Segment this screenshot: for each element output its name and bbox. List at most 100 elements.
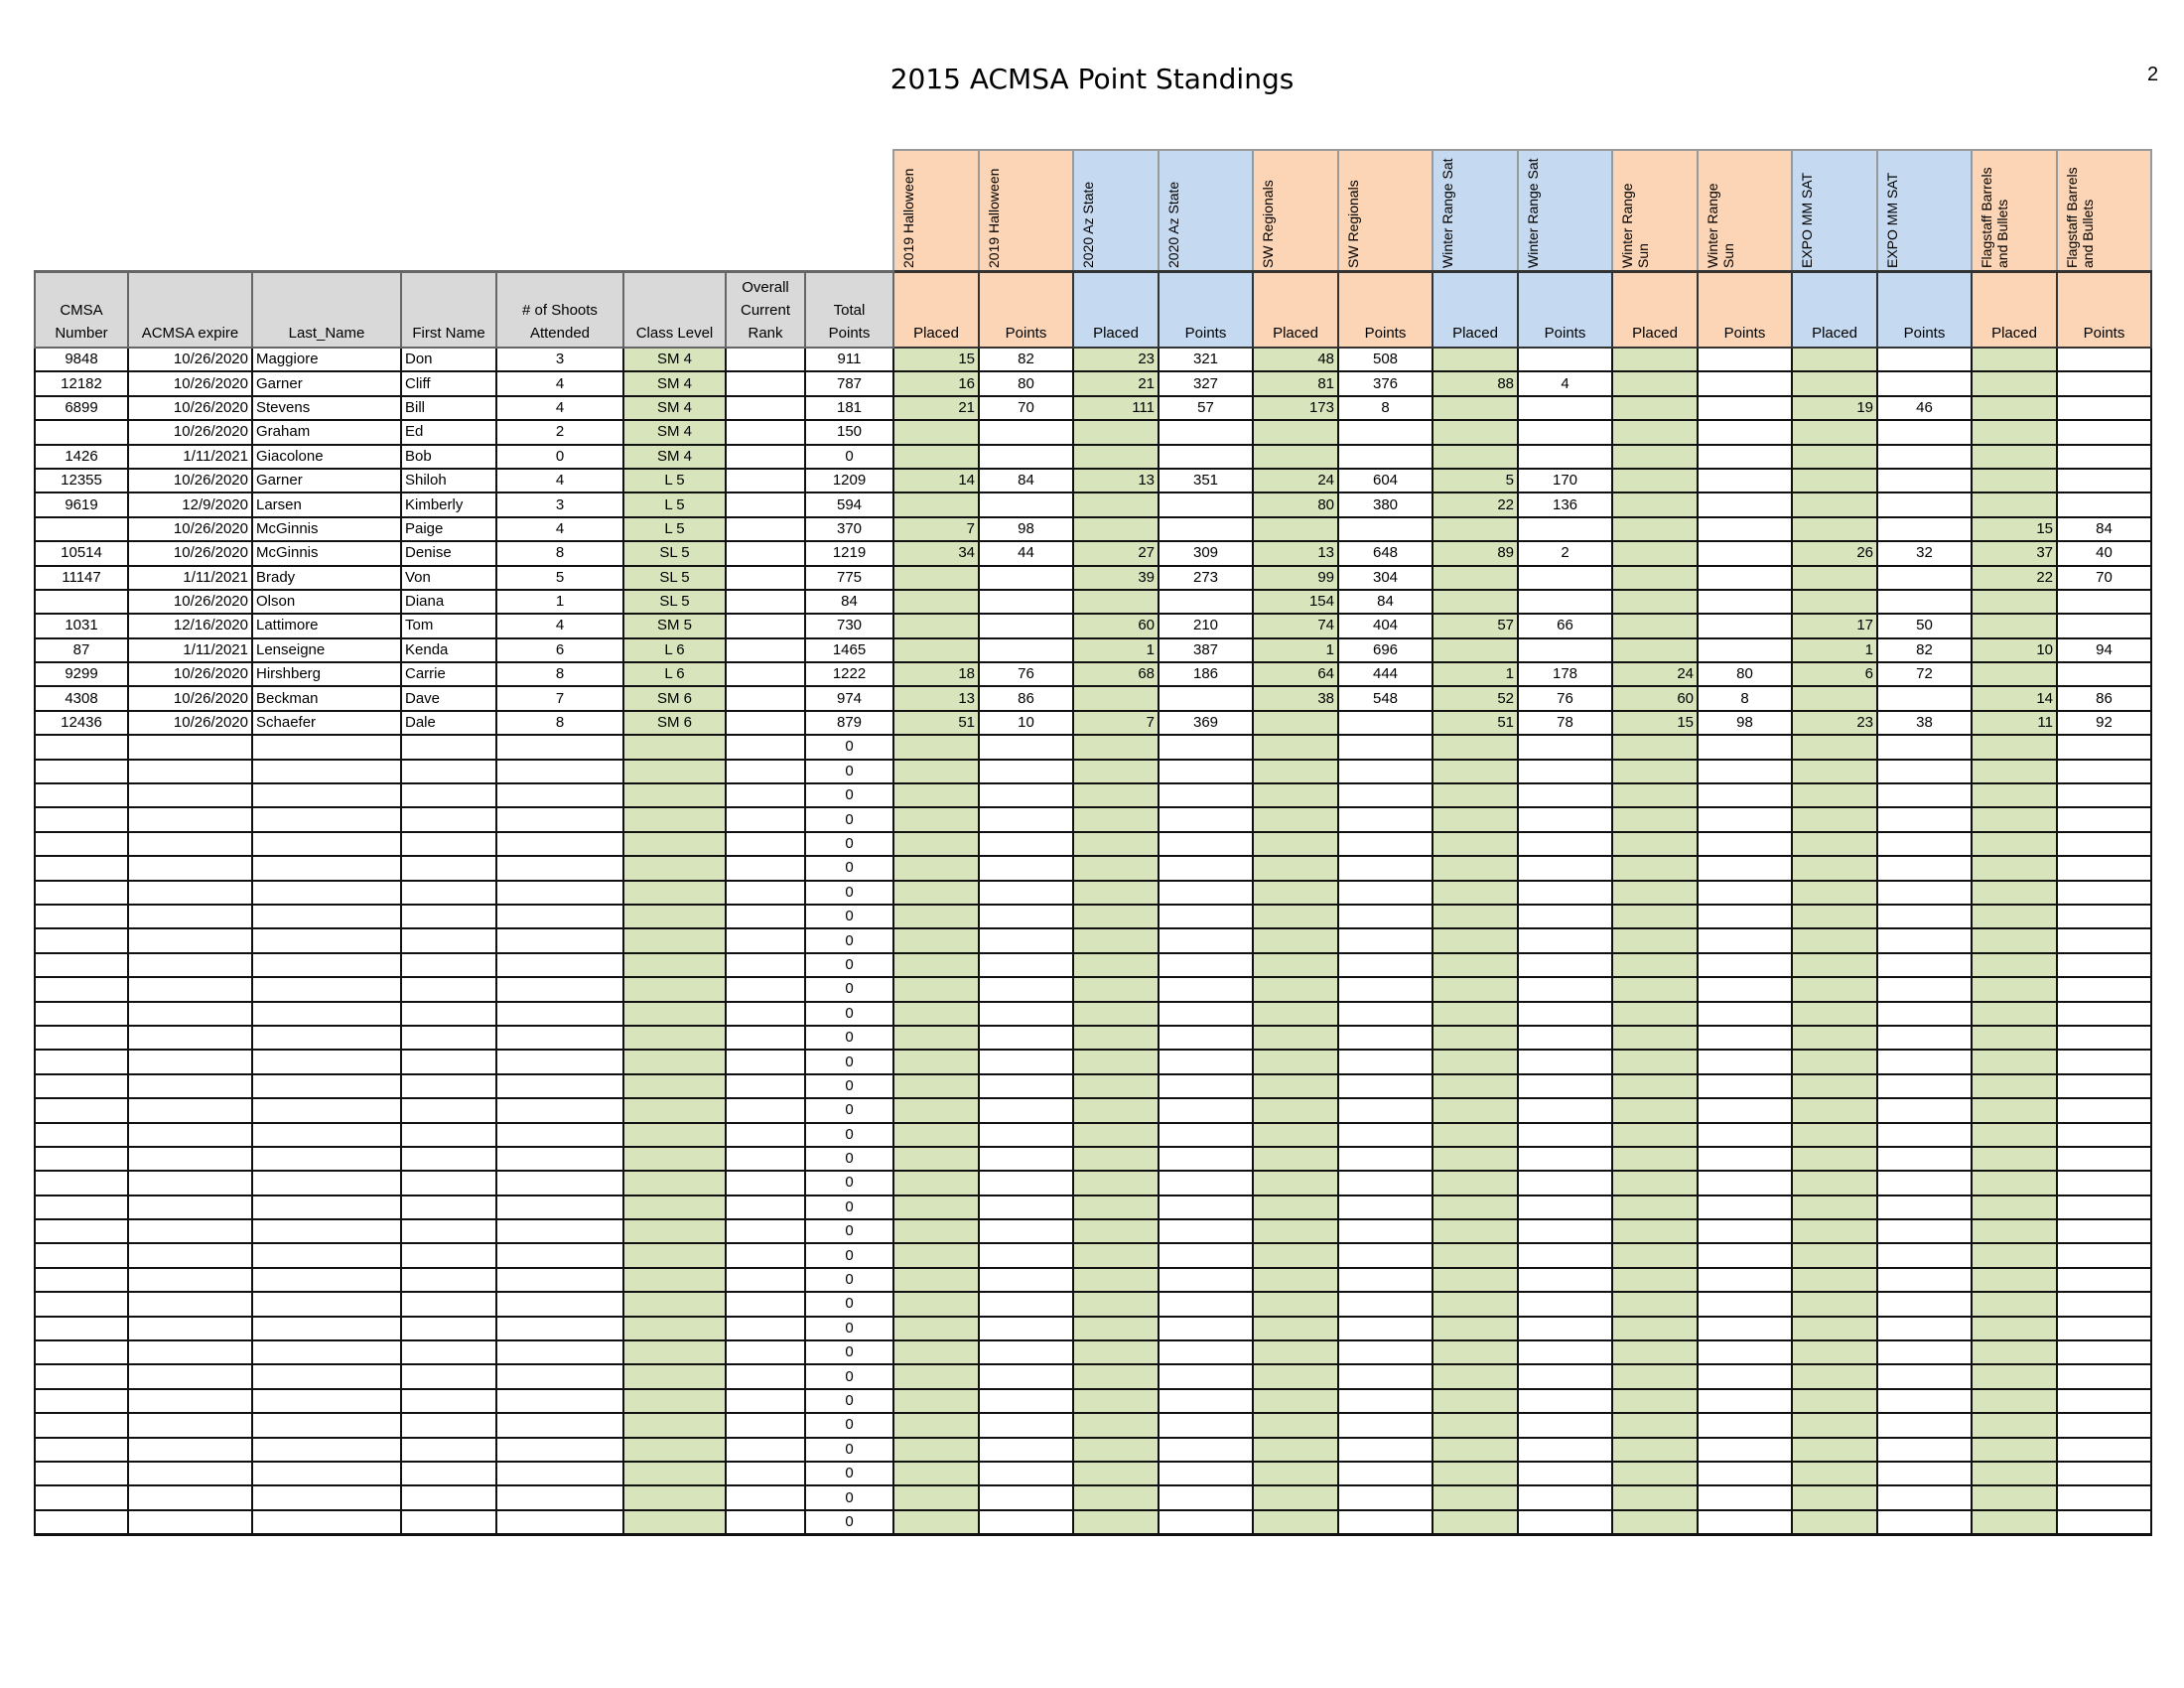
cell-class-level[interactable]: SM 4 [622, 348, 727, 373]
cell-shoots-attended[interactable] [495, 1050, 624, 1075]
cell-placed[interactable] [1432, 880, 1519, 907]
cell-points[interactable]: 80 [978, 371, 1074, 397]
cell-placed[interactable] [1611, 807, 1699, 833]
cell-last-name[interactable] [251, 1122, 402, 1148]
cell-placed[interactable] [1611, 977, 1699, 1003]
cell-points[interactable] [1158, 831, 1254, 858]
cell-placed[interactable] [1791, 516, 1878, 543]
cell-placed[interactable] [1971, 492, 2058, 518]
cell-total-points[interactable]: 0 [804, 904, 894, 930]
cell-points[interactable] [1517, 1267, 1613, 1294]
cell-acmsa-expire[interactable] [127, 807, 253, 833]
cell-placed[interactable] [1072, 1267, 1160, 1294]
cell-placed[interactable] [1252, 1050, 1339, 1075]
cell-points[interactable] [1697, 1413, 1793, 1439]
cell-placed[interactable] [1432, 735, 1519, 761]
cell-overall-rank[interactable] [725, 1122, 806, 1148]
cell-first-name[interactable]: Paige [400, 516, 497, 543]
cell-acmsa-expire[interactable] [127, 1364, 253, 1390]
cell-last-name[interactable]: Graham [251, 420, 402, 446]
cell-cmsa-number[interactable] [34, 1195, 129, 1221]
cell-placed[interactable] [1791, 492, 1878, 518]
cell-last-name[interactable] [251, 735, 402, 761]
cell-points[interactable] [1876, 952, 1973, 979]
cell-points[interactable]: 387 [1158, 637, 1254, 664]
cell-overall-rank[interactable] [725, 952, 806, 979]
cell-placed[interactable]: 1 [1072, 637, 1160, 664]
cell-class-level[interactable]: L 5 [622, 516, 727, 543]
cell-placed[interactable] [1971, 880, 2058, 907]
cell-points[interactable]: 178 [1517, 662, 1613, 688]
cell-last-name[interactable]: Schaefer [251, 710, 402, 737]
cell-points[interactable] [1517, 1219, 1613, 1245]
cell-points[interactable] [1158, 1171, 1254, 1196]
cell-placed[interactable] [1611, 928, 1699, 954]
cell-shoots-attended[interactable] [495, 1509, 624, 1537]
cell-class-level[interactable] [622, 1001, 727, 1027]
cell-first-name[interactable] [400, 1025, 497, 1052]
cell-placed[interactable] [1971, 928, 2058, 954]
cell-shoots-attended[interactable] [495, 880, 624, 907]
cell-placed[interactable] [1611, 1219, 1699, 1245]
cell-placed[interactable]: 23 [1072, 348, 1160, 373]
cell-first-name[interactable]: Carrie [400, 662, 497, 688]
cell-overall-rank[interactable] [725, 1219, 806, 1245]
cell-placed[interactable] [1611, 1485, 1699, 1511]
cell-placed[interactable] [1791, 759, 1878, 785]
cell-total-points[interactable]: 1465 [804, 637, 894, 664]
cell-placed[interactable] [1072, 783, 1160, 809]
cell-placed[interactable]: 27 [1072, 541, 1160, 567]
cell-placed[interactable] [1791, 1413, 1878, 1439]
cell-cmsa-number[interactable] [34, 928, 129, 954]
cell-placed[interactable]: 81 [1252, 371, 1339, 397]
cell-placed[interactable] [1611, 565, 1699, 591]
cell-last-name[interactable] [251, 1171, 402, 1196]
cell-points[interactable] [1517, 1509, 1613, 1537]
cell-points[interactable]: 444 [1337, 662, 1433, 688]
cell-placed[interactable] [1971, 1025, 2058, 1052]
cell-overall-rank[interactable] [725, 1073, 806, 1100]
cell-class-level[interactable]: SM 4 [622, 444, 727, 470]
cell-placed[interactable] [1072, 686, 1160, 712]
cell-cmsa-number[interactable] [34, 1146, 129, 1173]
cell-points[interactable] [1697, 928, 1793, 954]
cell-total-points[interactable]: 775 [804, 565, 894, 591]
cell-acmsa-expire[interactable] [127, 1219, 253, 1245]
cell-class-level[interactable] [622, 1219, 727, 1245]
cell-acmsa-expire[interactable]: 1/11/2021 [127, 565, 253, 591]
cell-points[interactable] [1697, 1050, 1793, 1075]
cell-points[interactable] [1337, 1243, 1433, 1269]
cell-first-name[interactable] [400, 735, 497, 761]
cell-placed[interactable] [1971, 735, 2058, 761]
cell-last-name[interactable] [251, 1025, 402, 1052]
cell-total-points[interactable]: 370 [804, 516, 894, 543]
cell-total-points[interactable]: 0 [804, 1122, 894, 1148]
cell-points[interactable] [978, 589, 1074, 616]
cell-placed[interactable] [1252, 444, 1339, 470]
cell-points[interactable] [2056, 1146, 2152, 1173]
cell-class-level[interactable]: L 5 [622, 468, 727, 494]
cell-points[interactable] [1697, 1195, 1793, 1221]
cell-placed[interactable] [1611, 589, 1699, 616]
cell-points[interactable] [1697, 1073, 1793, 1100]
cell-points[interactable] [1517, 420, 1613, 446]
cell-placed[interactable]: 22 [1971, 565, 2058, 591]
cell-points[interactable] [1337, 1461, 1433, 1487]
cell-points[interactable] [1517, 516, 1613, 543]
cell-shoots-attended[interactable] [495, 1485, 624, 1511]
cell-placed[interactable] [1791, 1292, 1878, 1318]
cell-cmsa-number[interactable] [34, 1292, 129, 1318]
cell-points[interactable] [1158, 589, 1254, 616]
cell-class-level[interactable]: SM 5 [622, 614, 727, 639]
cell-first-name[interactable]: Von [400, 565, 497, 591]
cell-last-name[interactable]: Garner [251, 468, 402, 494]
cell-overall-rank[interactable] [725, 541, 806, 567]
cell-placed[interactable]: 18 [892, 662, 980, 688]
cell-overall-rank[interactable] [725, 1364, 806, 1390]
cell-placed[interactable] [1971, 1437, 2058, 1463]
cell-points[interactable] [1697, 807, 1793, 833]
cell-last-name[interactable] [251, 783, 402, 809]
cell-placed[interactable] [1252, 1025, 1339, 1052]
cell-placed[interactable]: 64 [1252, 662, 1339, 688]
cell-placed[interactable]: 17 [1791, 614, 1878, 639]
